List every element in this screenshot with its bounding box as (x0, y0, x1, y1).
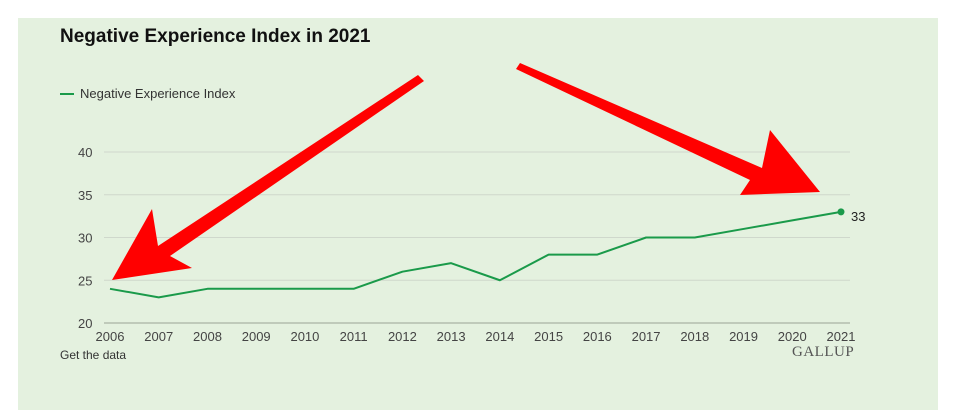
red-arrow-right (516, 63, 820, 195)
y-tick-label: 20 (78, 316, 92, 331)
x-tick-label: 2012 (388, 329, 417, 344)
x-tick-label: 2021 (827, 329, 856, 344)
gallup-logo: GALLUP (792, 344, 855, 360)
x-tick-label: 2020 (778, 329, 807, 344)
x-tick-label: 2011 (340, 329, 368, 344)
x-tick-label: 2018 (680, 329, 709, 344)
y-tick-label: 40 (78, 145, 92, 160)
legend-label: Negative Experience Index (80, 86, 236, 101)
x-tick-label: 2019 (729, 329, 758, 344)
x-tick-label: 2015 (534, 329, 563, 344)
series-line (109, 210, 842, 299)
x-tick-label: 2007 (144, 329, 173, 344)
x-tick-label: 2013 (437, 329, 466, 344)
chart-legend: Negative Experience Index (60, 86, 235, 101)
x-tick-label: 2006 (96, 329, 125, 344)
red-arrow-left (112, 75, 424, 280)
end-value-label: 33 (851, 209, 865, 224)
chart-panel (18, 18, 938, 410)
x-tick-label: 2014 (485, 329, 514, 344)
legend-swatch (60, 92, 74, 95)
chart-title: Negative Experience Index in 2021 (60, 26, 371, 47)
x-tick-label: 2008 (193, 329, 222, 344)
x-tick-label: 2016 (583, 329, 612, 344)
x-tick-label: 2010 (290, 329, 319, 344)
x-tick-label: 2009 (242, 329, 271, 344)
y-tick-label: 30 (78, 231, 92, 246)
series-end-point (837, 208, 845, 216)
get-the-data-link[interactable]: Get the data (60, 348, 127, 362)
y-tick-label: 25 (78, 273, 92, 288)
y-tick-label: 35 (78, 188, 92, 203)
x-tick-label: 2017 (632, 329, 661, 344)
